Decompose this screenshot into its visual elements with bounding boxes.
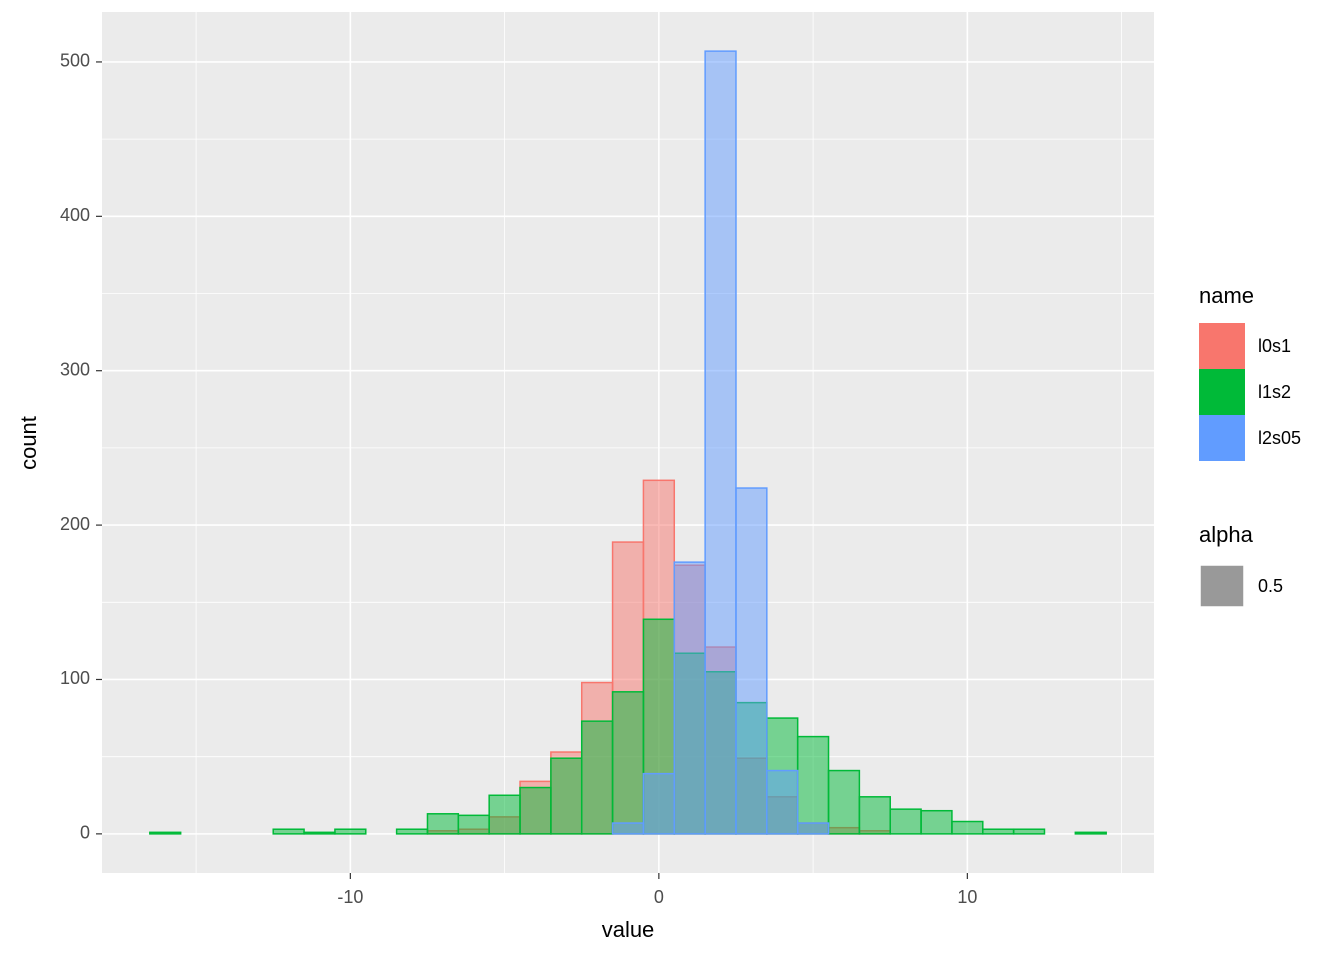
x-axis-title: value (602, 917, 655, 942)
histogram-bar (982, 828, 1015, 835)
legend-key (1199, 369, 1245, 415)
histogram-bar (796, 735, 830, 835)
histogram-bar (611, 691, 645, 835)
histogram-bar (827, 769, 861, 835)
y-tick-label: 400 (60, 205, 90, 225)
y-tick-label: 300 (60, 359, 90, 379)
legend-label: l1s2 (1258, 382, 1291, 402)
y-tick-label: 200 (60, 514, 90, 534)
y-axis-title: count (16, 416, 41, 470)
legend-label: l0s1 (1258, 336, 1291, 356)
histogram-bar (488, 794, 521, 835)
histogram-bar (920, 809, 953, 835)
plot-area (102, 12, 1154, 873)
legend-label: l2s05 (1258, 428, 1301, 448)
histogram-bar (642, 772, 676, 835)
histogram-bar (796, 822, 830, 835)
histogram-bar (673, 561, 706, 835)
histogram-bar (704, 50, 737, 835)
x-tick-label: 0 (654, 887, 664, 907)
histogram-bar (519, 786, 552, 835)
legend-key (1199, 415, 1245, 461)
alpha-legend-label: 0.5 (1258, 576, 1283, 596)
histogram-bar (580, 720, 614, 835)
histogram-bar (272, 828, 305, 835)
histogram-bar (426, 813, 460, 835)
histogram-bar (334, 828, 367, 835)
histogram-bar (611, 822, 645, 835)
y-tick-label: 500 (60, 51, 90, 71)
histogram-bar (550, 757, 583, 835)
x-tick-label: -10 (337, 887, 363, 907)
legend-title: name (1199, 283, 1254, 308)
histogram-bar (735, 487, 768, 835)
histogram-bar (1012, 828, 1046, 835)
legend-key (1199, 323, 1245, 369)
alpha-legend-key (1199, 564, 1245, 608)
histogram-bar (766, 769, 799, 835)
histogram-bar (395, 828, 429, 835)
histogram-bar (951, 820, 984, 835)
histogram-bar (889, 808, 922, 835)
y-tick-label: 100 (60, 668, 90, 688)
histogram-bar (149, 831, 182, 835)
histogram-bar (1074, 831, 1107, 835)
alpha-legend-title: alpha (1199, 522, 1254, 547)
histogram-bar (858, 796, 891, 835)
histogram-bar (457, 814, 490, 835)
y-tick-label: 0 (80, 823, 90, 843)
x-tick-label: 10 (957, 887, 977, 907)
histogram-bar (303, 831, 336, 835)
